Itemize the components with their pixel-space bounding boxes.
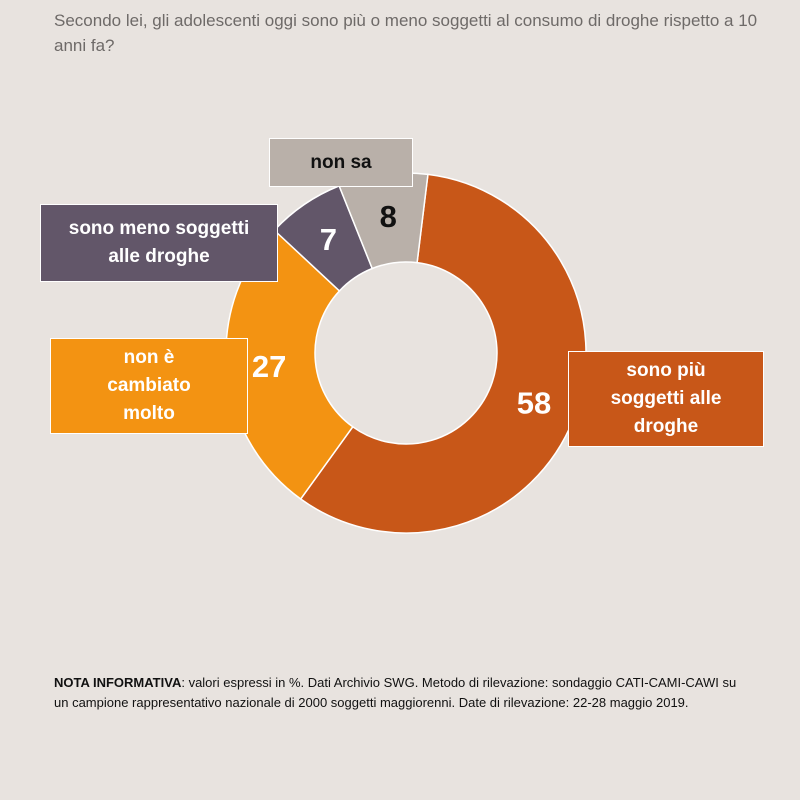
footnote: NOTA INFORMATIVA: valori espressi in %. … xyxy=(54,673,754,713)
footnote-text: : valori espressi in %. Dati Archivio SW… xyxy=(54,675,737,710)
value-label-piu-soggetti: 58 xyxy=(517,386,551,421)
category-label-non-sa: non sa xyxy=(269,138,413,187)
footnote-heading: NOTA INFORMATIVA xyxy=(54,675,182,690)
value-label-non-cambiato: 27 xyxy=(252,349,286,384)
question-title: Secondo lei, gli adolescenti oggi sono p… xyxy=(54,11,758,55)
category-label-meno-soggetti: sono meno soggetti alle droghe xyxy=(40,204,278,282)
value-label-meno-soggetti: 7 xyxy=(320,222,337,257)
category-label-non-cambiato: non è cambiato molto xyxy=(50,338,248,434)
category-label-piu-soggetti: sono più soggetti alle droghe xyxy=(568,351,764,447)
slice-piu-soggetti xyxy=(299,173,587,534)
value-label-non-sa: 8 xyxy=(380,199,397,234)
